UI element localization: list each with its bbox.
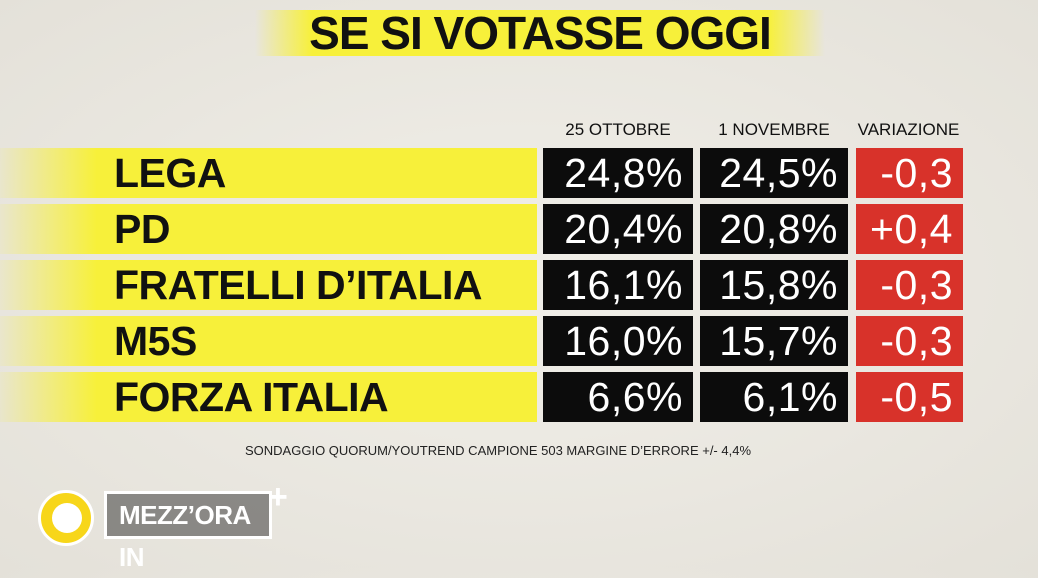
column-header: VARIAZIONE <box>857 120 960 139</box>
row-band <box>0 372 537 422</box>
column-header: 25 OTTOBRE <box>565 120 671 139</box>
party-name: LEGA <box>114 150 226 196</box>
logo-plus: + <box>268 478 288 516</box>
row-band <box>0 260 537 310</box>
column-header: 1 NOVEMBRE <box>718 120 830 139</box>
value-cell: 16,0% <box>543 316 693 366</box>
value-cell: 15,8% <box>700 260 848 310</box>
party-name: FRATELLI D’ITALIA <box>114 262 483 308</box>
change-cell: -0,5 <box>856 372 963 422</box>
change-cell: -0,3 <box>856 148 963 198</box>
logo-inner <box>52 503 82 533</box>
change-cell: -0,3 <box>856 260 963 310</box>
logo-text: MEZZ’ORA IN <box>104 491 272 572</box>
title: SE SI VOTASSE OGGI <box>309 7 772 59</box>
value-cell: 16,1% <box>543 260 693 310</box>
party-name: PD <box>114 206 170 252</box>
value-cell: 6,1% <box>700 372 848 422</box>
value-cell: 24,5% <box>700 148 848 198</box>
value-cell: 20,4% <box>543 204 693 254</box>
row-band <box>0 148 537 198</box>
footnote: SONDAGGIO QUORUM/YOUTREND CAMPIONE 503 M… <box>245 443 751 458</box>
row-band <box>0 316 537 366</box>
change-cell: +0,4 <box>856 204 963 254</box>
party-name: M5S <box>114 318 197 364</box>
title-band <box>255 10 825 56</box>
row-band <box>0 204 537 254</box>
value-cell: 24,8% <box>543 148 693 198</box>
value-cell: 20,8% <box>700 204 848 254</box>
value-cell: 6,6% <box>543 372 693 422</box>
change-cell: -0,3 <box>856 316 963 366</box>
value-cell: 15,7% <box>700 316 848 366</box>
party-name: FORZA ITALIA <box>114 374 389 420</box>
